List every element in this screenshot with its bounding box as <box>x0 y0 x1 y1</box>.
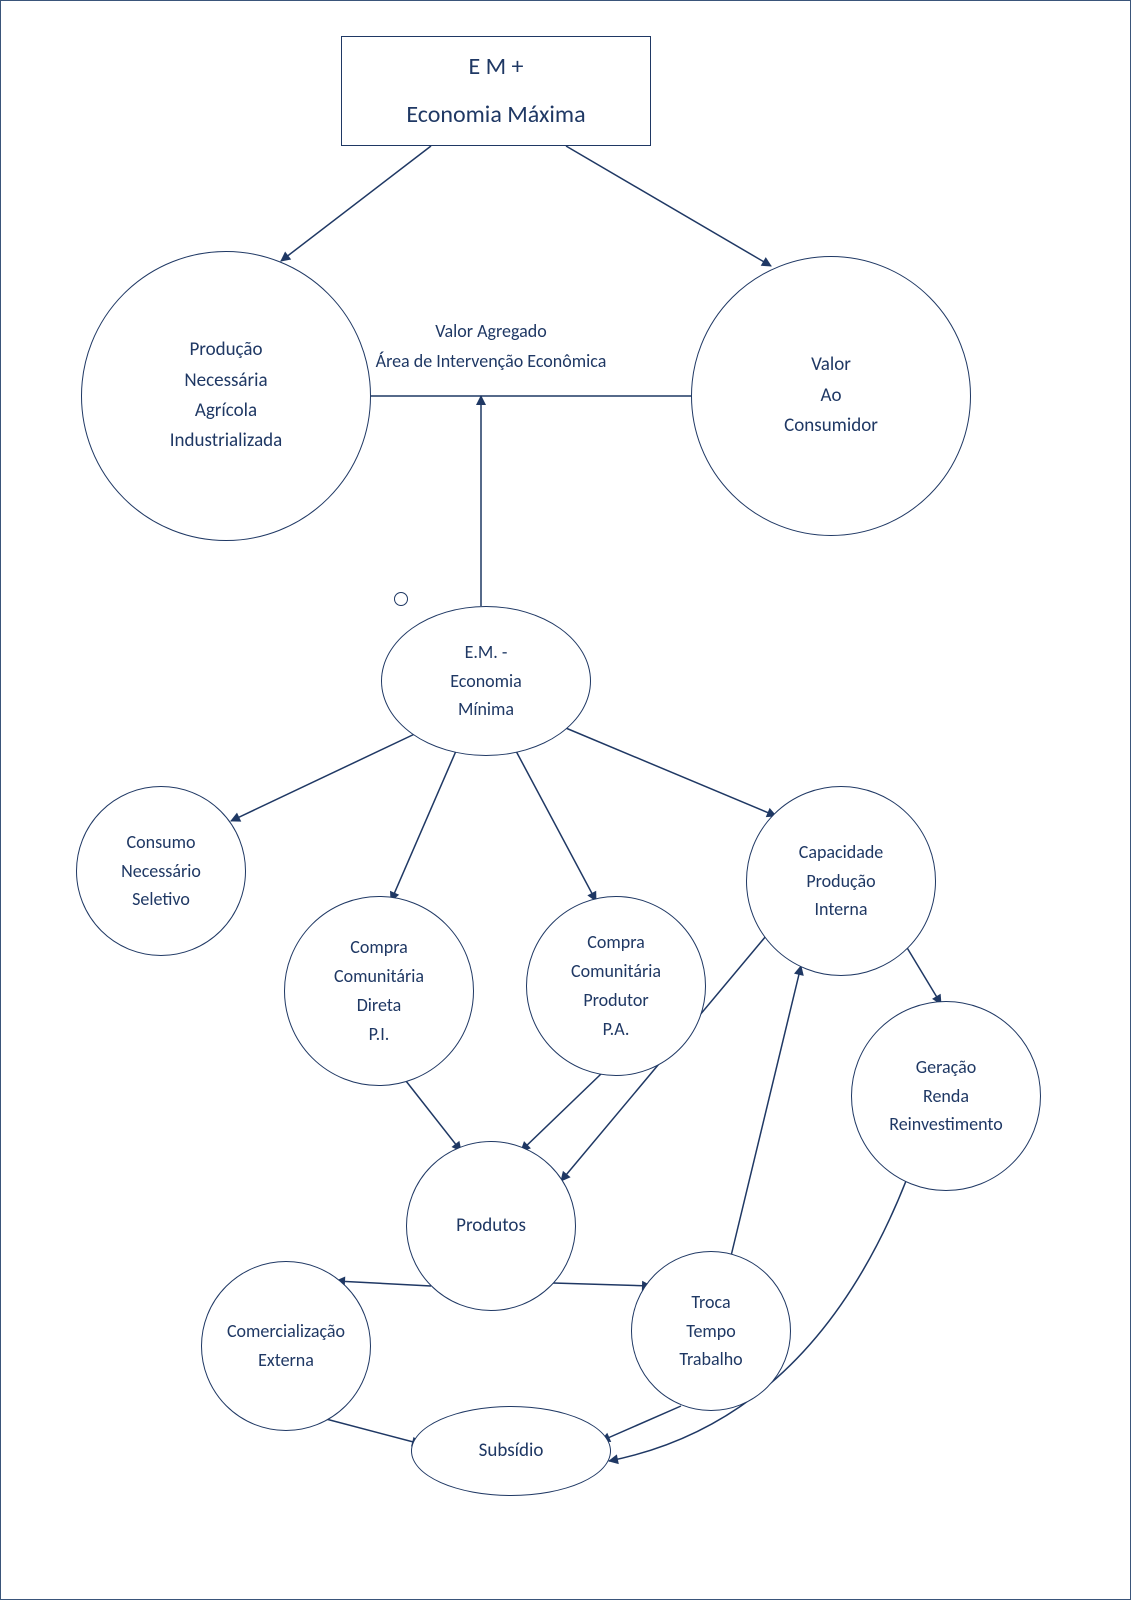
diagram-canvas: E M +Economia Máxima ProduçãoNecessáriaA… <box>0 0 1131 1600</box>
node-line: Economia <box>450 667 522 696</box>
edge-3 <box>231 731 421 821</box>
node-compra-pi: CompraComunitáriaDiretaP.I. <box>284 896 474 1086</box>
node-line: P.A. <box>603 1015 630 1044</box>
node-line: Interna <box>815 895 868 924</box>
node-line: Trabalho <box>679 1345 742 1374</box>
node-consumo: ConsumoNecessárioSeletivo <box>76 786 246 956</box>
node-line: P.I. <box>369 1020 390 1049</box>
node-em-plus: E M +Economia Máxima <box>341 36 651 146</box>
edge-1 <box>566 146 771 266</box>
node-line: Agrícola <box>195 396 257 426</box>
edge-5 <box>516 751 596 901</box>
node-line: Troca <box>691 1288 730 1317</box>
edge-15 <box>601 1406 681 1441</box>
node-line: Comercialização <box>227 1317 345 1346</box>
node-line: Renda <box>923 1082 969 1111</box>
node-line: Direta <box>357 991 402 1020</box>
label-area-intervencao: Área de Intervenção Econômica <box>376 350 607 372</box>
node-line: Produção <box>806 867 875 896</box>
node-em-minus: E.M. -EconomiaMínima <box>381 606 591 756</box>
edge-11 <box>553 1283 651 1286</box>
node-capacidade: CapacidadeProduçãoInterna <box>746 786 936 976</box>
node-line: Produção <box>189 335 262 365</box>
node-line: E M + <box>468 43 523 91</box>
node-line: Tempo <box>686 1317 735 1346</box>
node-line: Economia Máxima <box>406 91 585 139</box>
edge-13 <box>906 946 941 1004</box>
node-comercializacao: ComercializaçãoExterna <box>201 1261 371 1431</box>
node-line: Comunitária <box>571 957 661 986</box>
edge-12 <box>731 966 801 1256</box>
node-line: Externa <box>258 1346 314 1375</box>
node-line: Ao <box>820 381 841 411</box>
node-line: Subsídio <box>479 1436 544 1466</box>
node-geracao: GeraçãoRendaReinvestimento <box>851 1001 1041 1191</box>
node-compra-pa: CompraComunitáriaProdutorP.A. <box>526 896 706 1076</box>
edge-10 <box>336 1281 431 1286</box>
node-line: Valor <box>811 350 851 380</box>
node-line: Compra <box>587 928 644 957</box>
node-line: Consumo <box>127 828 196 857</box>
node-producao: ProduçãoNecessáriaAgrícolaIndustrializad… <box>81 251 371 541</box>
node-line: Consumidor <box>784 411 878 441</box>
node-line: Compra <box>350 933 407 962</box>
edge-7 <box>406 1081 461 1151</box>
edge-4 <box>391 751 456 901</box>
edge-8 <box>521 1074 601 1151</box>
edge-6 <box>561 726 776 816</box>
node-subsidio: Subsídio <box>411 1406 611 1496</box>
node-valor-consumidor: ValorAoConsumidor <box>691 256 971 536</box>
node-line: Seletivo <box>132 885 190 914</box>
node-line: Reinvestimento <box>889 1110 1002 1139</box>
node-line: Capacidade <box>799 838 884 867</box>
node-line: E.M. - <box>465 638 508 667</box>
node-line: Produtos <box>456 1211 526 1241</box>
node-line: Industrializada <box>170 426 283 456</box>
node-troca: TrocaTempoTrabalho <box>631 1251 791 1411</box>
node-line: Produtor <box>583 986 648 1015</box>
small-marker-circle <box>394 592 408 606</box>
label-valor-agregado: Valor Agregado <box>435 320 546 342</box>
node-line: Geração <box>916 1053 976 1082</box>
node-produtos: Produtos <box>406 1141 576 1311</box>
edge-0 <box>281 146 431 261</box>
node-line: Necessária <box>184 366 267 396</box>
node-line: Necessário <box>121 857 201 886</box>
edge-14 <box>326 1419 421 1444</box>
node-line: Mínima <box>458 695 514 724</box>
node-line: Comunitária <box>334 962 424 991</box>
